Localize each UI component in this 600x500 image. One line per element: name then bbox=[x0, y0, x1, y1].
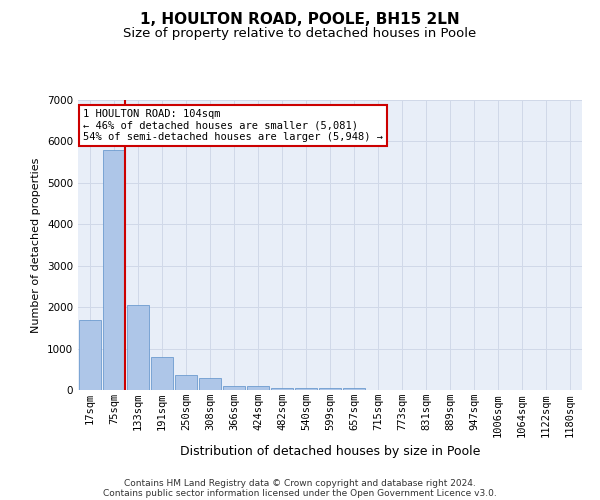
Bar bbox=[295, 388, 317, 390]
Text: Contains HM Land Registry data © Crown copyright and database right 2024.: Contains HM Land Registry data © Crown c… bbox=[124, 478, 476, 488]
Text: Size of property relative to detached houses in Poole: Size of property relative to detached ho… bbox=[124, 28, 476, 40]
Text: Contains public sector information licensed under the Open Government Licence v3: Contains public sector information licen… bbox=[103, 488, 497, 498]
Bar bbox=[271, 388, 293, 390]
Bar bbox=[199, 378, 221, 390]
Bar bbox=[127, 305, 149, 390]
Text: 1, HOULTON ROAD, POOLE, BH15 2LN: 1, HOULTON ROAD, POOLE, BH15 2LN bbox=[140, 12, 460, 28]
Bar bbox=[103, 150, 125, 390]
Bar bbox=[343, 388, 365, 390]
Bar bbox=[319, 388, 341, 390]
Bar bbox=[223, 386, 245, 390]
Bar bbox=[79, 320, 101, 390]
Text: 1 HOULTON ROAD: 104sqm
← 46% of detached houses are smaller (5,081)
54% of semi-: 1 HOULTON ROAD: 104sqm ← 46% of detached… bbox=[83, 108, 383, 142]
Bar bbox=[175, 374, 197, 390]
Bar bbox=[151, 357, 173, 390]
Y-axis label: Number of detached properties: Number of detached properties bbox=[31, 158, 41, 332]
X-axis label: Distribution of detached houses by size in Poole: Distribution of detached houses by size … bbox=[180, 445, 480, 458]
Bar bbox=[247, 386, 269, 390]
